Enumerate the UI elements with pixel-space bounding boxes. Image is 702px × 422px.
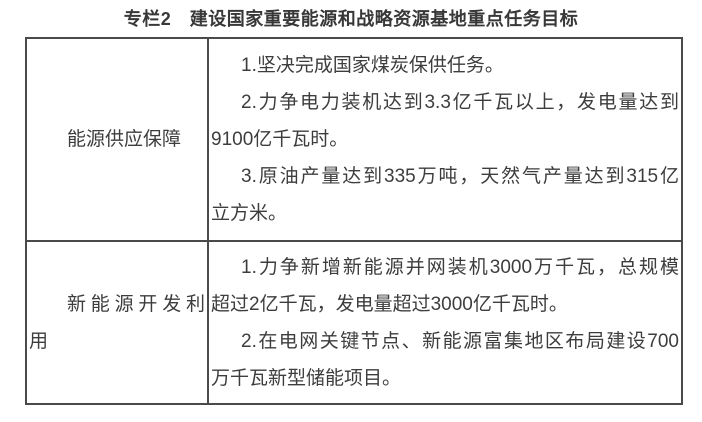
task-line: 2.在电网关键节点、新能源富集地区布局建设700 — [241, 330, 679, 352]
key-tasks-table: 能源供应保障 1.坚决完成国家煤炭保供任务。 2.力争电力装机达到3.3亿千瓦以… — [25, 37, 683, 405]
box-title: 专栏2 建设国家重要能源和战略资源基地重点任务目标 — [123, 9, 579, 29]
tasks-cell-new-energy: 1.力争新增新能源并网装机3000万千瓦，总规模 超过2亿千瓦，发电量超过300… — [207, 240, 683, 405]
category-label: 能源供应保障 — [67, 129, 182, 150]
table-row-energy-supply: 能源供应保障 1.坚决完成国家煤炭保供任务。 2.力争电力装机达到3.3亿千瓦以… — [25, 37, 683, 242]
task-line: 1.力争新增新能源并网装机3000万千瓦，总规模 — [241, 256, 679, 278]
category-label: 新能源开发利 — [67, 293, 205, 315]
category-cell-new-energy: 新能源开发利 用 — [25, 240, 209, 405]
task-line: 3.原油产量达到335万吨，天然气产量达到315亿 — [241, 166, 679, 187]
task-line: 9100亿千瓦时。 — [211, 129, 349, 150]
task-line: 立方米。 — [211, 203, 288, 224]
task-line: 超过2亿千瓦，发电量超过3000亿千瓦时。 — [211, 293, 568, 315]
category-label: 用 — [29, 330, 49, 352]
tasks-cell-energy-supply: 1.坚决完成国家煤炭保供任务。 2.力争电力装机达到3.3亿千瓦以上，发电量达到… — [207, 37, 683, 242]
table-row-new-energy: 新能源开发利 用 1.力争新增新能源并网装机3000万千瓦，总规模 超过2亿千瓦… — [25, 240, 683, 405]
task-line: 1.坚决完成国家煤炭保供任务。 — [241, 55, 504, 76]
task-line: 2.力争电力装机达到3.3亿千瓦以上，发电量达到 — [241, 92, 679, 113]
document-page: 专栏2 建设国家重要能源和战略资源基地重点任务目标 能源供应保障 1.坚决完成国… — [0, 5, 702, 405]
category-cell-energy-supply: 能源供应保障 — [25, 37, 209, 242]
task-line: 万千瓦新型储能项目。 — [211, 367, 402, 389]
